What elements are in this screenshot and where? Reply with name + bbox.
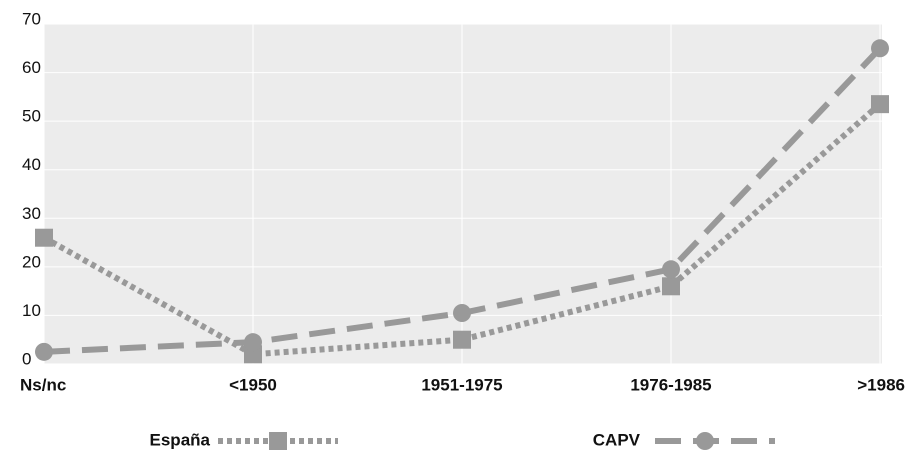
data-point bbox=[35, 228, 53, 247]
data-point bbox=[244, 333, 262, 352]
legend-label: CAPV bbox=[593, 430, 641, 449]
x-tick-label: Ns/nc bbox=[20, 375, 66, 394]
x-tick-label: 1951-1975 bbox=[421, 375, 502, 394]
data-point bbox=[871, 95, 889, 114]
y-tick-label: 10 bbox=[22, 301, 41, 320]
y-tick-label: 20 bbox=[22, 252, 41, 271]
x-tick-label: >1986 bbox=[857, 375, 905, 394]
data-point bbox=[35, 342, 53, 361]
legend-marker bbox=[269, 432, 287, 450]
y-tick-label: 50 bbox=[22, 107, 41, 126]
data-point bbox=[662, 260, 680, 279]
series-line bbox=[42, 101, 882, 358]
legend-marker bbox=[696, 432, 714, 450]
data-point bbox=[871, 39, 889, 58]
data-point bbox=[453, 330, 471, 349]
y-tick-label: 60 bbox=[22, 58, 41, 77]
y-tick-label: 0 bbox=[22, 349, 31, 368]
data-point bbox=[453, 304, 471, 322]
y-tick-label: 70 bbox=[22, 9, 41, 28]
y-tick-label: 30 bbox=[22, 204, 41, 223]
data-point bbox=[662, 277, 680, 296]
legend-label: España bbox=[150, 430, 211, 449]
x-tick-label: 1976-1985 bbox=[630, 375, 711, 394]
y-tick-label: 40 bbox=[22, 155, 41, 174]
x-tick-label: <1950 bbox=[229, 375, 277, 394]
